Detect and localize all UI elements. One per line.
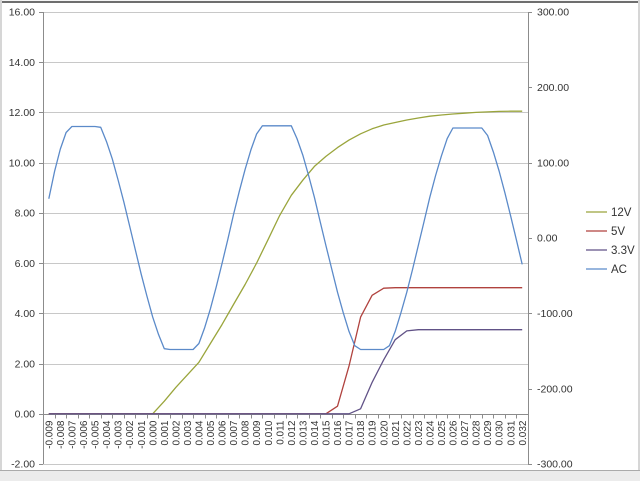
left-axis-tick-label: -2.00 [11,459,35,471]
x-axis-tick-label: 0.006 [218,420,229,445]
x-axis-tick-label: 0.017 [345,420,356,445]
x-axis-tick-label: 0.008 [241,420,252,445]
x-axis-tick-label: 0.020 [379,420,390,445]
x-axis-tick-label: -0.008 [56,420,67,449]
legend-item-3-3v: 3.3V [586,245,635,257]
right-axis-tick-label: 300.00 [537,7,569,19]
right-axis-tick-label: 100.00 [537,157,569,169]
x-axis-tick-label: 0.019 [368,420,379,445]
x-axis-tick-label: 0.032 [518,420,529,445]
right-axis-tick-label: -300.00 [537,459,573,471]
x-axis-tick-label: -0.002 [125,420,136,449]
x-axis-tick-label: 0.007 [229,420,240,445]
x-axis-tick-label: 0.009 [252,420,263,445]
right-axis-tick-label: -100.00 [537,308,573,320]
x-axis-tick-label: 0.026 [449,420,460,445]
left-axis-tick-label: 14.00 [9,57,35,69]
left-axis-tick-label: 6.00 [15,258,36,270]
legend-label-5v: 5V [611,226,625,238]
right-axis-tick-labels: 300.00 200.00 100.00 0.00 -100.00 -200.00 -300… [537,7,573,471]
x-axis-tick-label: 0.014 [310,420,321,445]
x-axis-tick-label: 0.016 [333,420,344,445]
legend-label-ac: AC [611,264,627,276]
x-axis-tick-label: 0.021 [391,420,402,445]
chart-legend: 12V 5V 3.3V AC [586,207,635,276]
series-line-3-3v [48,329,523,415]
left-axis-tick-label: 8.00 [15,208,36,220]
left-axis-tick-label: 0.00 [15,408,36,420]
x-axis-tick-label: 0.027 [460,420,471,445]
legend-item-12v: 12V [586,207,632,219]
x-axis-tick-label: 0.023 [414,420,425,445]
x-axis-tick-label: 0.024 [425,420,436,445]
x-axis-tick-label: 0.025 [437,420,448,445]
right-axis-tick-label: -200.00 [537,383,573,395]
x-axis-tick-label: 0.002 [171,420,182,445]
x-axis-tick-label: 0.011 [275,420,286,445]
x-axis-tick-label: 0.003 [183,420,194,445]
x-axis-tick-label: 0.004 [194,420,205,445]
x-axis-tick-label: 0.028 [472,420,483,445]
x-axis-tick-label: 0.022 [402,420,413,445]
legend-item-5v: 5V [586,226,625,238]
x-axis-tick-label: 0.001 [160,420,171,445]
x-axis-tick-label: -0.004 [102,420,113,449]
gridlines [43,12,528,465]
x-axis-tick-label: 0.013 [298,420,309,445]
x-axis-tick-label: 0.031 [506,420,517,445]
x-axis-tick-label: -0.005 [91,420,102,449]
right-axis-tick-label: 0.00 [537,233,558,245]
x-axis-tick-labels: -0.009 -0.008 -0.007 -0.006 -0.005 -0.004 -0.0… [44,420,528,449]
series-line-5v [48,287,523,415]
x-axis-tick-label: 0.000 [148,420,159,445]
left-axis-tick-label: 16.00 [9,7,35,19]
series-line-12v [48,110,523,415]
x-axis-tick-label: -0.006 [79,420,90,449]
axis-lines [39,12,532,465]
left-axis-tick-label: 4.00 [15,308,36,320]
right-axis-tick-label: 200.00 [537,82,569,94]
x-axis-tick-label: -0.009 [44,420,55,449]
x-axis-tick-label: 0.018 [356,420,367,445]
legend-label-3-3v: 3.3V [611,245,635,257]
left-axis-tick-label: 2.00 [15,358,36,370]
x-axis-tick-label: 0.005 [206,420,217,445]
x-axis-tick-label: 0.030 [495,420,506,445]
x-axis-tick-label: 0.010 [264,420,275,445]
series-lines [48,110,523,415]
x-axis-tick-label: 0.012 [287,420,298,445]
legend-item-ac: AC [586,264,627,276]
left-axis-tick-labels: 16.00 14.00 12.00 10.00 8.00 6.00 4.00 2.00 0.00… [9,7,35,471]
left-axis-tick-label: 10.00 [9,157,35,169]
x-axis-tick-label: -0.007 [67,420,78,449]
series-line-ac [48,125,523,351]
x-axis-tick-label: 0.015 [322,420,333,445]
x-axis-tick-label: -0.003 [114,420,125,449]
x-axis-tick-label: 0.029 [483,420,494,445]
legend-label-12v: 12V [611,207,632,219]
left-axis-tick-label: 12.00 [9,107,35,119]
x-axis-tick-label: -0.001 [137,420,148,449]
